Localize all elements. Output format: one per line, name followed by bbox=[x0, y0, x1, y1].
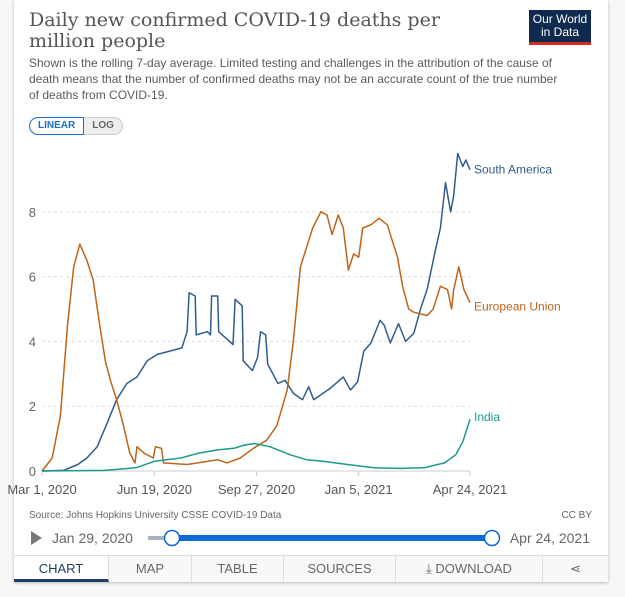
tab-table[interactable]: TABLE bbox=[192, 556, 284, 582]
timeline-start-handle[interactable] bbox=[163, 529, 181, 547]
chart-card bbox=[14, 0, 608, 582]
play-icon[interactable] bbox=[31, 531, 42, 545]
share-button[interactable]: ⋖ bbox=[543, 556, 608, 582]
timeline-end-handle[interactable] bbox=[483, 529, 501, 547]
tab-chart[interactable]: CHART bbox=[14, 556, 109, 582]
y-tick-label: 0 bbox=[29, 464, 36, 479]
x-tick-label: Apr 24, 2021 bbox=[433, 482, 507, 497]
tab-download[interactable]: ⤓ DOWNLOAD bbox=[396, 556, 543, 582]
owid-logo[interactable]: Our World in Data bbox=[529, 10, 591, 45]
series-label: European Union bbox=[474, 300, 561, 314]
chart-title: Daily new confirmed COVID-19 deaths per … bbox=[29, 9, 440, 52]
series-label: India bbox=[474, 410, 500, 424]
share-icon: ⋖ bbox=[570, 561, 581, 576]
series-line-european-union bbox=[41, 211, 471, 472]
y-tick-label: 6 bbox=[29, 270, 36, 285]
tab-bar: CHART MAP TABLE SOURCES ⤓ DOWNLOAD ⋖ bbox=[14, 555, 608, 583]
timeline-end-label: Apr 24, 2021 bbox=[509, 530, 590, 546]
x-tick-label: Jun 19, 2020 bbox=[117, 482, 192, 497]
license-text[interactable]: CC BY bbox=[561, 510, 592, 521]
series-line-south-america bbox=[41, 152, 471, 472]
y-tick-label: 4 bbox=[29, 334, 36, 349]
timeline-start-label: Jan 29, 2020 bbox=[52, 530, 133, 546]
linear-button[interactable]: LINEAR bbox=[29, 117, 85, 135]
y-tick-label: 8 bbox=[29, 205, 36, 220]
source-text[interactable]: Source: Johns Hopkins University CSSE CO… bbox=[29, 510, 282, 521]
x-tick-label: Sep 27, 2020 bbox=[218, 482, 295, 497]
chart-subtitle: Shown is the rolling 7-day average. Limi… bbox=[29, 56, 558, 102]
download-icon: ⤓ bbox=[426, 561, 436, 576]
log-button[interactable]: LOG bbox=[84, 117, 123, 135]
tab-map[interactable]: MAP bbox=[109, 556, 192, 582]
scale-toggle: LINEAR LOG bbox=[29, 117, 123, 135]
series-label: South America bbox=[474, 163, 552, 177]
series-line-india bbox=[41, 418, 471, 472]
tab-download-label: DOWNLOAD bbox=[435, 561, 512, 576]
x-tick-label: Mar 1, 2020 bbox=[7, 482, 76, 497]
y-tick-label: 2 bbox=[29, 399, 36, 414]
tab-sources[interactable]: SOURCES bbox=[284, 556, 396, 582]
x-tick-label: Jan 5, 2021 bbox=[325, 482, 393, 497]
